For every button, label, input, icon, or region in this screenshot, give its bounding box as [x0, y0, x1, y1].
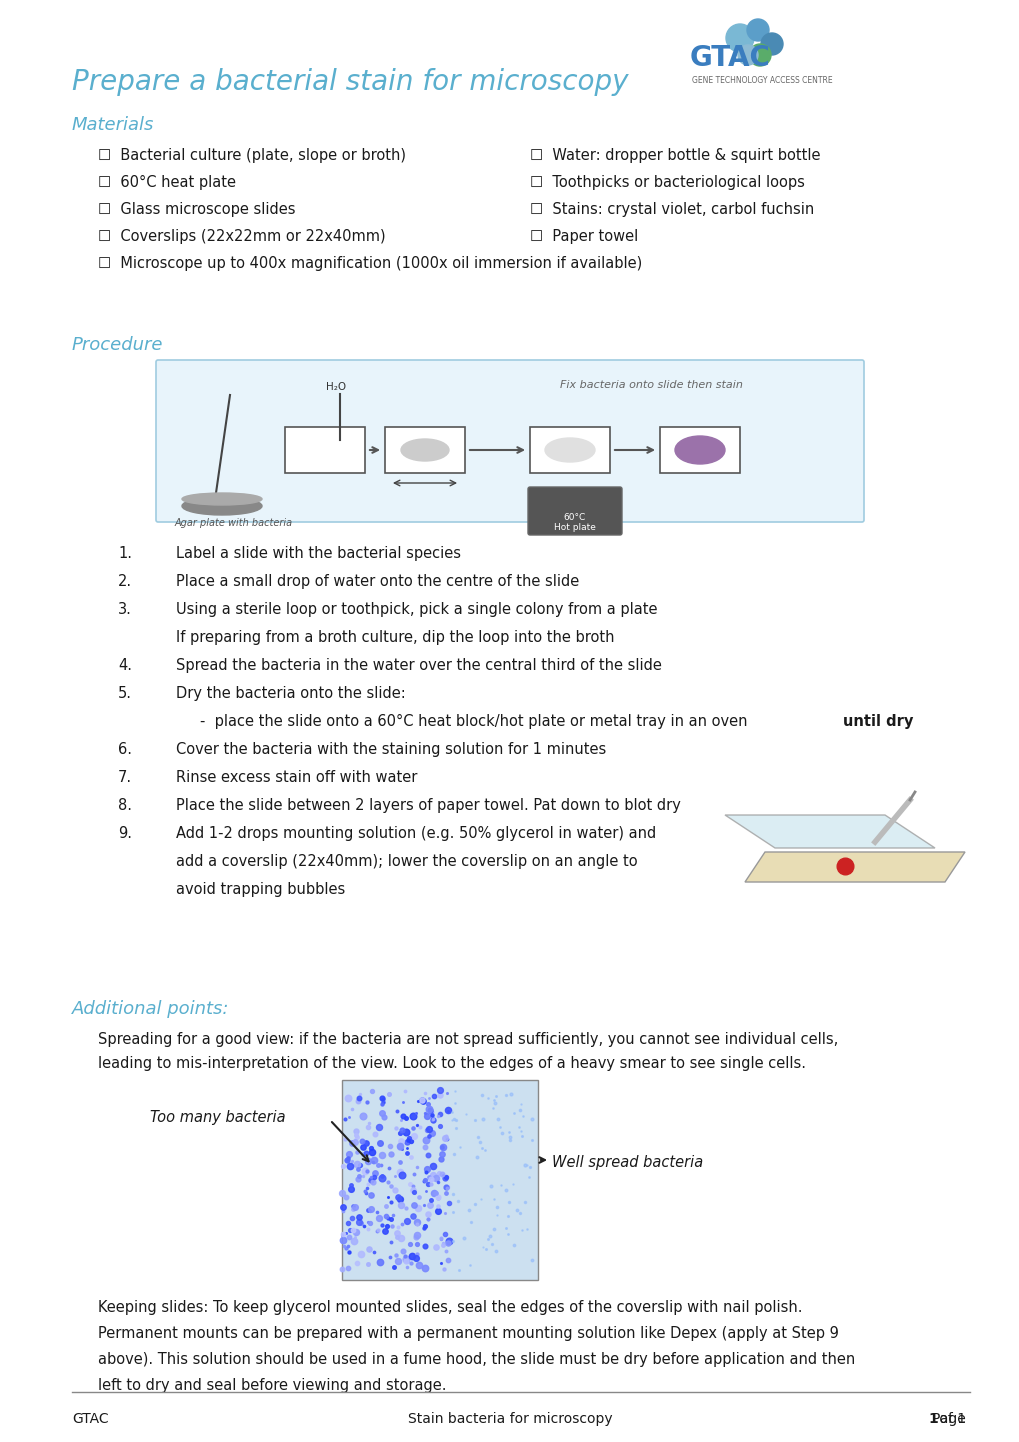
Text: ☐  Paper towel: ☐ Paper towel	[530, 229, 638, 244]
Circle shape	[746, 19, 768, 40]
Text: Prepare a bacterial stain for microscopy: Prepare a bacterial stain for microscopy	[72, 68, 628, 97]
Ellipse shape	[400, 438, 448, 461]
Text: left to dry and seal before viewing and storage.: left to dry and seal before viewing and …	[98, 1379, 446, 1393]
Text: ☐  60°C heat plate: ☐ 60°C heat plate	[98, 174, 235, 190]
Text: Additional points:: Additional points:	[72, 999, 229, 1018]
Text: ☐  Stains: crystal violet, carbol fuchsin: ☐ Stains: crystal violet, carbol fuchsin	[530, 202, 813, 216]
Text: 1: 1	[927, 1412, 936, 1426]
Text: H₂O: H₂O	[326, 382, 345, 392]
Text: GTAC: GTAC	[689, 45, 770, 72]
Text: ☐  Microscope up to 400x magnification (1000x oil immersion if available): ☐ Microscope up to 400x magnification (1…	[98, 257, 642, 271]
Text: GTAC: GTAC	[72, 1412, 108, 1426]
Text: Permanent mounts can be prepared with a permanent mounting solution like Depex (: Permanent mounts can be prepared with a …	[98, 1327, 838, 1341]
Text: 7.: 7.	[118, 770, 132, 784]
Ellipse shape	[181, 493, 262, 505]
Circle shape	[738, 45, 757, 65]
Polygon shape	[725, 815, 934, 848]
Text: 9.: 9.	[118, 826, 131, 841]
Text: -  place the slide onto a 60°C heat block/hot plate or metal tray in an oven: - place the slide onto a 60°C heat block…	[200, 714, 751, 730]
Text: 60°C
Hot plate: 60°C Hot plate	[553, 513, 595, 532]
Text: Keeping slides: To keep glycerol mounted slides, seal the edges of the coverslip: Keeping slides: To keep glycerol mounted…	[98, 1301, 802, 1315]
Text: leading to mis-interpretation of the view. Look to the edges of a heavy smear to: leading to mis-interpretation of the vie…	[98, 1056, 805, 1071]
Text: If preparing from a broth culture, dip the loop into the broth: If preparing from a broth culture, dip t…	[176, 630, 613, 645]
Circle shape	[760, 33, 783, 55]
Text: of 1: of 1	[934, 1412, 965, 1426]
Text: Dry the bacteria onto the slide:: Dry the bacteria onto the slide:	[176, 686, 406, 701]
Text: Using a sterile loop or toothpick, pick a single colony from a plate: Using a sterile loop or toothpick, pick …	[176, 601, 657, 617]
Text: Label a slide with the bacterial species: Label a slide with the bacterial species	[176, 547, 461, 561]
FancyBboxPatch shape	[156, 360, 863, 522]
Text: Cover the bacteria with the staining solution for 1 minutes: Cover the bacteria with the staining sol…	[176, 743, 605, 757]
Text: Agar plate with bacteria: Agar plate with bacteria	[175, 518, 292, 528]
Text: 5.: 5.	[118, 686, 131, 701]
Text: Materials: Materials	[72, 115, 154, 134]
Bar	[659, 427, 739, 473]
Text: 2.: 2.	[118, 574, 132, 588]
Ellipse shape	[544, 438, 594, 461]
Text: ☐  Toothpicks or bacteriological loops: ☐ Toothpicks or bacteriological loops	[530, 174, 804, 190]
Text: Fix bacteria onto slide then stain: Fix bacteria onto slide then stain	[559, 381, 742, 389]
Ellipse shape	[181, 497, 262, 515]
Text: until dry: until dry	[842, 714, 912, 730]
Text: Stain bacteria for microscopy: Stain bacteria for microscopy	[408, 1412, 611, 1426]
Text: Rinse excess stain off with water: Rinse excess stain off with water	[176, 770, 417, 784]
Text: above). This solution should be used in a fume hood, the slide must be dry befor: above). This solution should be used in …	[98, 1353, 854, 1367]
FancyBboxPatch shape	[528, 487, 622, 535]
Circle shape	[748, 45, 770, 66]
Text: Spread the bacteria in the water over the central third of the slide: Spread the bacteria in the water over th…	[176, 658, 661, 673]
Text: ☐  Glass microscope slides: ☐ Glass microscope slides	[98, 202, 296, 216]
Circle shape	[726, 25, 753, 52]
Text: Well spread bacteria: Well spread bacteria	[551, 1155, 702, 1169]
Text: 4.: 4.	[118, 658, 131, 673]
Bar	[284, 427, 365, 473]
Text: Place the slide between 2 layers of paper towel. Pat down to blot dry: Place the slide between 2 layers of pape…	[176, 797, 681, 813]
Text: Page: Page	[931, 1412, 969, 1426]
Ellipse shape	[675, 435, 725, 464]
Text: Spreading for a good view: if the bacteria are not spread sufficiently, you cann: Spreading for a good view: if the bacter…	[98, 1032, 838, 1047]
Text: ☐  Coverslips (22x22mm or 22x40mm): ☐ Coverslips (22x22mm or 22x40mm)	[98, 229, 385, 244]
Text: 8.: 8.	[118, 797, 131, 813]
Text: Procedure: Procedure	[72, 336, 163, 353]
Text: 6.: 6.	[118, 743, 131, 757]
Text: add a coverslip (22x40mm); lower the coverslip on an angle to: add a coverslip (22x40mm); lower the cov…	[176, 854, 637, 870]
Polygon shape	[744, 852, 964, 883]
Text: ☐  Water: dropper bottle & squirt bottle: ☐ Water: dropper bottle & squirt bottle	[530, 149, 819, 163]
Text: 3.: 3.	[118, 601, 131, 617]
Bar	[384, 427, 465, 473]
Text: ☐  Bacterial culture (plate, slope or broth): ☐ Bacterial culture (plate, slope or bro…	[98, 149, 406, 163]
Text: Add 1-2 drops mounting solution (e.g. 50% glycerol in water) and: Add 1-2 drops mounting solution (e.g. 50…	[176, 826, 655, 841]
Bar	[341, 1080, 537, 1280]
Text: GENE TECHNOLOGY ACCESS CENTRE: GENE TECHNOLOGY ACCESS CENTRE	[691, 76, 832, 85]
Text: Place a small drop of water onto the centre of the slide: Place a small drop of water onto the cen…	[176, 574, 579, 588]
Bar	[530, 427, 609, 473]
Text: avoid trapping bubbles: avoid trapping bubbles	[176, 883, 344, 897]
Text: Too many bacteria: Too many bacteria	[150, 1110, 285, 1125]
Text: 1.: 1.	[118, 547, 131, 561]
